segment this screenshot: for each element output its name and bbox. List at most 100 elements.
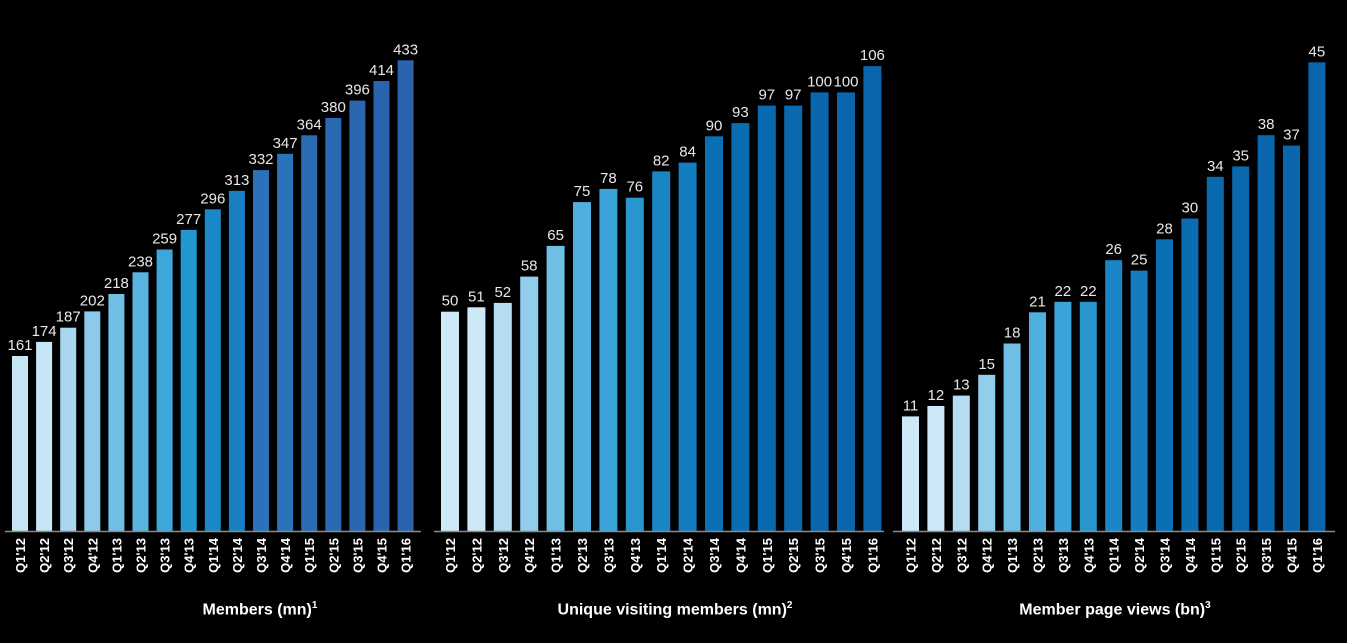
value-label-members-14: 396 bbox=[345, 82, 370, 99]
category-label-unique-visiting-7: Q4'13 bbox=[628, 538, 643, 573]
bar-members-10 bbox=[253, 170, 269, 531]
value-label-unique-visiting-3: 58 bbox=[521, 258, 538, 275]
bar-members-12 bbox=[301, 135, 318, 532]
category-label-members-13: Q2'15 bbox=[326, 538, 341, 573]
category-label-page-views-16: Q1'16 bbox=[1310, 538, 1325, 573]
category-label-page-views-11: Q4'14 bbox=[1183, 537, 1198, 573]
bar-unique-visiting-3 bbox=[520, 276, 539, 531]
bar-members-16 bbox=[397, 60, 414, 532]
bar-page-views-3 bbox=[978, 374, 996, 532]
bar-members-15 bbox=[373, 81, 390, 531]
category-label-members-16: Q1'16 bbox=[399, 538, 414, 573]
category-label-page-views-3: Q4'12 bbox=[980, 538, 995, 573]
value-label-members-9: 313 bbox=[224, 172, 249, 189]
category-label-page-views-1: Q2'12 bbox=[929, 538, 944, 573]
bar-members-2 bbox=[60, 327, 77, 531]
bar-page-views-15 bbox=[1283, 145, 1300, 531]
chart-unique-visiting: 50 Q1'12 51 Q2'12 52 Q3'12 58 Q4'12 65 Q1'13 75 Q2'… bbox=[434, 47, 885, 573]
category-label-page-views-13: Q2'15 bbox=[1234, 538, 1249, 573]
category-label-page-views-4: Q1'13 bbox=[1005, 538, 1020, 573]
bar-unique-visiting-16 bbox=[863, 66, 882, 531]
category-label-unique-visiting-8: Q1'14 bbox=[654, 537, 669, 573]
category-label-members-2: Q3'12 bbox=[61, 538, 76, 573]
bar-unique-visiting-11 bbox=[731, 123, 750, 531]
bar-page-views-5 bbox=[1029, 312, 1046, 532]
bar-members-6 bbox=[156, 249, 173, 531]
category-label-members-4: Q1'13 bbox=[109, 538, 124, 573]
category-label-unique-visiting-16: Q1'16 bbox=[865, 538, 880, 573]
category-label-members-5: Q2'13 bbox=[134, 538, 149, 573]
category-label-unique-visiting-11: Q4'14 bbox=[733, 537, 748, 573]
category-label-unique-visiting-5: Q2'13 bbox=[575, 538, 590, 573]
category-label-unique-visiting-9: Q2'14 bbox=[681, 537, 696, 573]
value-label-members-2: 187 bbox=[56, 309, 81, 326]
bar-members-11 bbox=[277, 153, 294, 532]
value-label-members-16: 433 bbox=[393, 41, 418, 58]
value-label-members-7: 277 bbox=[176, 211, 201, 228]
category-label-page-views-14: Q3'15 bbox=[1259, 538, 1274, 573]
panel-title-page-views: Member page views (bn)3 bbox=[1019, 600, 1211, 619]
value-label-members-4: 218 bbox=[104, 275, 129, 292]
bar-unique-visiting-6 bbox=[599, 188, 618, 531]
bar-page-views-2 bbox=[952, 395, 970, 531]
category-label-unique-visiting-3: Q4'12 bbox=[522, 538, 537, 573]
value-label-page-views-12: 34 bbox=[1207, 158, 1224, 175]
category-label-page-views-6: Q3'13 bbox=[1056, 538, 1071, 573]
bar-page-views-1 bbox=[927, 406, 945, 531]
value-label-unique-visiting-2: 52 bbox=[494, 284, 511, 301]
category-label-members-1: Q2'12 bbox=[37, 538, 52, 573]
value-label-page-views-6: 22 bbox=[1055, 283, 1072, 300]
value-label-unique-visiting-11: 93 bbox=[732, 104, 749, 121]
category-label-page-views-15: Q4'15 bbox=[1285, 538, 1300, 573]
value-label-members-5: 238 bbox=[128, 253, 153, 270]
bar-page-views-14 bbox=[1257, 135, 1275, 531]
category-label-unique-visiting-13: Q2'15 bbox=[786, 538, 801, 573]
category-label-unique-visiting-15: Q4'15 bbox=[839, 538, 854, 573]
chart-members: 161 Q1'12 174 Q2'12 187 Q3'12 202 Q4'12 218 Q1'13… bbox=[5, 41, 421, 573]
category-label-page-views-9: Q2'14 bbox=[1132, 537, 1147, 573]
bar-page-views-13 bbox=[1232, 166, 1250, 531]
value-label-members-12: 364 bbox=[297, 116, 322, 133]
bar-unique-visiting-8 bbox=[652, 171, 671, 531]
bar-unique-visiting-7 bbox=[625, 197, 644, 531]
category-label-members-11: Q4'14 bbox=[278, 537, 293, 573]
bar-members-1 bbox=[36, 341, 53, 531]
bar-members-14 bbox=[349, 100, 366, 531]
value-label-page-views-7: 22 bbox=[1080, 283, 1097, 300]
value-label-page-views-14: 38 bbox=[1258, 116, 1275, 133]
category-label-members-10: Q3'14 bbox=[254, 537, 269, 573]
category-label-members-8: Q1'14 bbox=[206, 537, 221, 573]
bar-page-views-7 bbox=[1079, 301, 1097, 531]
bar-page-views-9 bbox=[1130, 270, 1148, 531]
bar-unique-visiting-12 bbox=[757, 105, 776, 531]
bar-members-0 bbox=[12, 356, 28, 531]
bar-members-4 bbox=[108, 294, 125, 531]
value-label-page-views-13: 35 bbox=[1232, 147, 1249, 164]
value-label-page-views-11: 30 bbox=[1182, 200, 1199, 217]
value-label-page-views-9: 25 bbox=[1131, 252, 1148, 269]
category-label-page-views-5: Q2'13 bbox=[1031, 538, 1046, 573]
value-label-unique-visiting-6: 78 bbox=[600, 170, 617, 187]
value-label-members-11: 347 bbox=[273, 135, 298, 152]
value-label-members-0: 161 bbox=[7, 337, 32, 354]
category-label-unique-visiting-12: Q1'15 bbox=[760, 538, 775, 573]
value-label-unique-visiting-5: 75 bbox=[574, 183, 591, 200]
bar-page-views-16 bbox=[1308, 62, 1326, 532]
category-label-unique-visiting-14: Q3'15 bbox=[813, 538, 828, 573]
bar-members-8 bbox=[204, 209, 221, 532]
bar-members-13 bbox=[325, 118, 342, 531]
value-label-unique-visiting-4: 65 bbox=[547, 227, 564, 244]
value-label-page-views-8: 26 bbox=[1105, 241, 1122, 258]
category-label-page-views-12: Q1'15 bbox=[1208, 538, 1223, 573]
category-label-unique-visiting-6: Q3'13 bbox=[601, 538, 616, 573]
value-label-unique-visiting-14: 100 bbox=[807, 73, 832, 90]
category-label-members-6: Q3'13 bbox=[158, 538, 173, 573]
category-label-members-9: Q2'14 bbox=[230, 537, 245, 573]
value-label-page-views-2: 13 bbox=[953, 377, 970, 394]
category-label-members-14: Q3'15 bbox=[350, 538, 365, 573]
category-label-unique-visiting-2: Q3'12 bbox=[496, 538, 511, 573]
value-label-unique-visiting-12: 97 bbox=[758, 87, 775, 104]
value-label-members-1: 174 bbox=[32, 323, 57, 340]
value-label-page-views-15: 37 bbox=[1283, 127, 1300, 144]
